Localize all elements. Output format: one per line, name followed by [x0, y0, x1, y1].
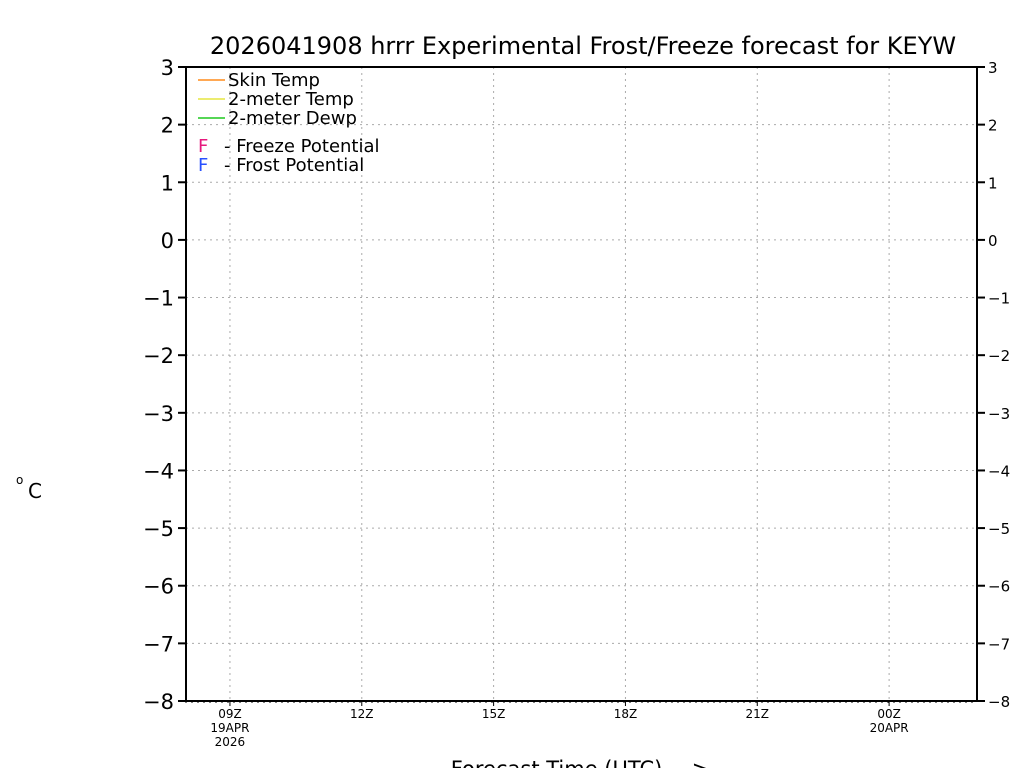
x-tick-sublabel: 2026	[215, 735, 246, 749]
y-tick-label-left: −5	[143, 517, 174, 541]
y-axis-label-degree: o	[16, 473, 23, 487]
y-tick-label-right: −6	[988, 578, 1010, 596]
y-tick-label-right: 0	[988, 232, 998, 250]
y-tick-label-left: 2	[161, 114, 174, 138]
y-tick-label-right: −1	[988, 290, 1010, 308]
y-tick-label-right: −4	[988, 462, 1010, 480]
y-tick-label-right: 2	[988, 117, 998, 135]
x-tick-sublabel: 20APR	[870, 721, 909, 735]
legend-label: 2-meter Temp	[228, 89, 354, 110]
x-tick-label: 18Z	[614, 707, 638, 721]
x-tick-label: 12Z	[350, 707, 374, 721]
legend-marker-symbol: F	[198, 155, 208, 176]
y-tick-label-right: −8	[988, 693, 1010, 711]
y-tick-label-left: −6	[143, 575, 174, 599]
y-tick-label-left: −4	[143, 459, 174, 483]
grid	[186, 67, 977, 701]
y-tick-label-right: −3	[988, 405, 1010, 423]
x-tick-sublabel: 19APR	[210, 721, 249, 735]
legend-label: Skin Temp	[228, 70, 320, 91]
y-tick-label-left: −2	[143, 344, 174, 368]
legend-marker-label: - Freeze Potential	[224, 136, 380, 157]
left-y-axis: 3 2 1 0 −1 −2 −3 −4 −5 −6 −7 −8	[143, 56, 186, 714]
y-tick-label-left: 3	[161, 56, 174, 80]
y-tick-label-right: −7	[988, 635, 1010, 653]
y-tick-label-left: −7	[143, 632, 174, 656]
x-axis-label: Forecast Time (UTC) --->	[451, 757, 710, 768]
x-tick-label: 09Z	[218, 707, 242, 721]
y-tick-label-left: −8	[143, 690, 174, 714]
x-tick-label: 21Z	[746, 707, 770, 721]
legend-marker-label: - Frost Potential	[224, 155, 364, 176]
right-y-axis: 3 2 1 0 −1 −2 −3 −4 −5 −6 −7 −8	[977, 59, 1010, 711]
y-tick-label-left: 1	[161, 171, 174, 195]
y-tick-label-left: −1	[143, 287, 174, 311]
y-axis-label-unit: C	[28, 479, 42, 503]
chart-title: 2026041908 hrrr Experimental Frost/Freez…	[210, 32, 956, 60]
x-tick-label: 00Z	[877, 707, 901, 721]
y-tick-label-left: 0	[161, 229, 174, 253]
y-tick-label-left: −3	[143, 402, 174, 426]
legend-marker-symbol: F	[198, 136, 208, 157]
legend-label: 2-meter Dewp	[228, 108, 357, 129]
y-tick-label-right: −5	[988, 520, 1010, 538]
y-tick-label-right: 3	[988, 59, 998, 77]
x-tick-label: 15Z	[482, 707, 506, 721]
y-tick-label-right: 1	[988, 174, 998, 192]
y-tick-label-right: −2	[988, 347, 1010, 365]
